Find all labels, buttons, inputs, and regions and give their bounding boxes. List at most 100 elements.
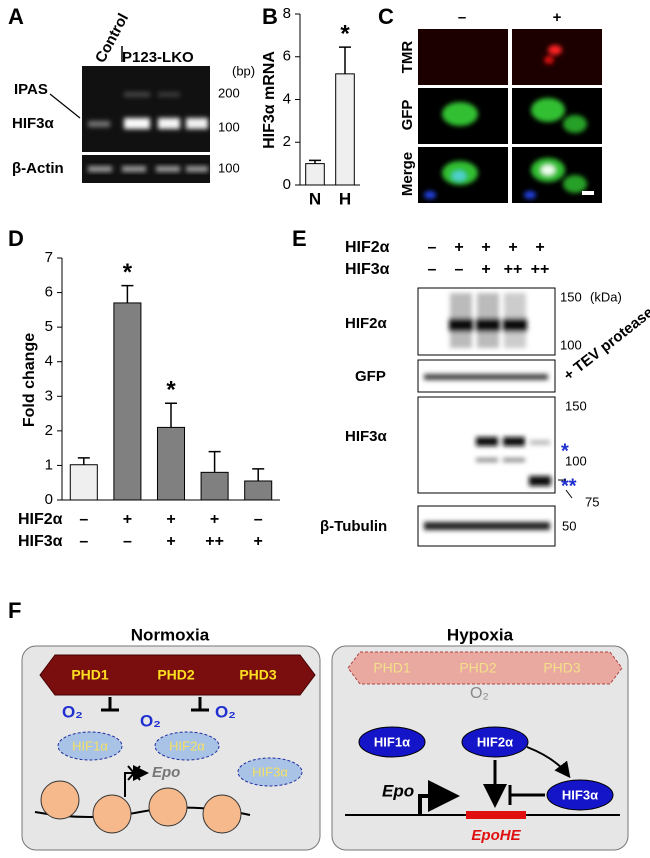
factors: HIF1α HIF2α HIF3α bbox=[374, 734, 598, 802]
row-label: TMR bbox=[399, 41, 416, 74]
block bbox=[127, 765, 141, 781]
factor-label: HIF1α bbox=[374, 734, 410, 749]
marker-label: 100 bbox=[565, 453, 587, 468]
error-bar bbox=[339, 46, 351, 74]
pointer bbox=[49, 93, 81, 119]
y-tick-label: 4 bbox=[45, 353, 53, 370]
oxygen: O₂ bbox=[215, 702, 236, 721]
unit-label: (kDa) bbox=[590, 289, 622, 304]
condition-name: HIF3α bbox=[345, 261, 390, 278]
factor-label: HIF2α bbox=[169, 738, 205, 753]
pointer bbox=[558, 479, 573, 499]
factor-label: HIF3α bbox=[562, 787, 598, 802]
y-tick-label: 7 bbox=[45, 249, 53, 266]
blot-label: HIF3α bbox=[345, 428, 388, 445]
bar bbox=[244, 480, 273, 501]
y-tick-label: 1 bbox=[45, 456, 53, 473]
marker-label: 100 bbox=[560, 337, 582, 352]
condition-value: + bbox=[166, 511, 175, 528]
y-tick-label: 0 bbox=[45, 491, 53, 508]
factor bbox=[546, 779, 614, 811]
row-label: Merge bbox=[399, 152, 416, 196]
factor bbox=[154, 731, 220, 761]
bar bbox=[156, 426, 186, 501]
condition-value: – bbox=[428, 261, 437, 278]
condition-value: – bbox=[123, 533, 132, 550]
unit-label: (bp) bbox=[232, 63, 255, 78]
factor bbox=[57, 731, 123, 761]
panel-label: C bbox=[378, 4, 394, 29]
state-title: Normoxia bbox=[131, 625, 210, 644]
condition-value: ++ bbox=[531, 261, 550, 278]
bar bbox=[69, 464, 98, 501]
element: EpoHE bbox=[471, 827, 521, 844]
marker-label: 100 bbox=[218, 119, 240, 134]
condition-value: + bbox=[454, 239, 463, 256]
oxygen: O₂ bbox=[62, 702, 83, 721]
condition-value: – bbox=[428, 239, 437, 256]
factor bbox=[358, 726, 426, 758]
significance: * bbox=[123, 259, 133, 286]
marker-label: 200 bbox=[218, 85, 240, 100]
condition-value: – bbox=[254, 511, 263, 528]
bar bbox=[200, 471, 229, 501]
phd-complex bbox=[39, 654, 316, 696]
marker-label: 50 bbox=[562, 518, 576, 533]
oxygen: O₂ bbox=[140, 711, 161, 730]
bar bbox=[335, 73, 355, 186]
condition-value: – bbox=[79, 533, 88, 550]
panel-label: B bbox=[262, 4, 278, 29]
factor bbox=[237, 757, 303, 787]
error-bar bbox=[121, 284, 134, 303]
factor-label: HIF3α bbox=[252, 764, 288, 779]
factor-label: HIF1α bbox=[72, 738, 108, 753]
error-bar bbox=[252, 468, 265, 481]
gel-bands bbox=[88, 92, 208, 129]
column-label: + bbox=[553, 9, 562, 26]
condition-value: + bbox=[210, 511, 219, 528]
gel-bands bbox=[88, 166, 208, 172]
y-tick-label: 0 bbox=[283, 176, 291, 193]
condition-value: + bbox=[123, 511, 132, 528]
inhibition bbox=[101, 697, 209, 712]
bar bbox=[305, 163, 325, 186]
x-tick-label: H bbox=[339, 189, 351, 208]
error-bar bbox=[77, 457, 90, 465]
condition-value: + bbox=[535, 239, 544, 256]
band-mark: ** bbox=[561, 475, 577, 497]
condition-table: HIF2α – + + + +HIF3α – – + ++ ++ bbox=[345, 239, 549, 278]
row-label: GFP bbox=[399, 100, 416, 131]
promoter bbox=[124, 765, 149, 797]
condition-value: + bbox=[481, 239, 490, 256]
gene: Epo bbox=[152, 764, 180, 781]
y-tick-label: 2 bbox=[45, 422, 53, 439]
marker-label: 100 bbox=[218, 160, 240, 175]
y-tick-label: 8 bbox=[283, 5, 291, 22]
condition-value: ++ bbox=[205, 533, 224, 550]
oxygen: O₂ bbox=[470, 685, 489, 702]
oxygen: O₂ O₂ O₂ bbox=[62, 702, 236, 730]
column-label: – bbox=[458, 9, 466, 26]
enzyme: PHD2 bbox=[157, 667, 195, 683]
y-tick-label: 4 bbox=[283, 90, 291, 107]
y-tick-label: 2 bbox=[283, 133, 291, 150]
condition-value: – bbox=[79, 511, 88, 528]
condition-value: + bbox=[166, 533, 175, 550]
band-label: β-Actin bbox=[12, 160, 64, 177]
bar bbox=[113, 302, 142, 501]
enzyme: PHD3 bbox=[239, 667, 277, 683]
enzyme: PHD1 bbox=[373, 660, 411, 676]
enhancer bbox=[466, 811, 526, 819]
band-label: HIF3α bbox=[12, 115, 55, 132]
gel-image bbox=[82, 66, 210, 152]
panel-label: D bbox=[8, 226, 24, 251]
panel-label: F bbox=[8, 598, 21, 623]
inhibition bbox=[508, 785, 545, 805]
condition-value: – bbox=[455, 261, 464, 278]
factor-label: HIF2α bbox=[477, 734, 513, 749]
factor bbox=[461, 726, 529, 758]
significance: * bbox=[340, 20, 350, 47]
condition-name: HIF3α bbox=[18, 533, 63, 550]
